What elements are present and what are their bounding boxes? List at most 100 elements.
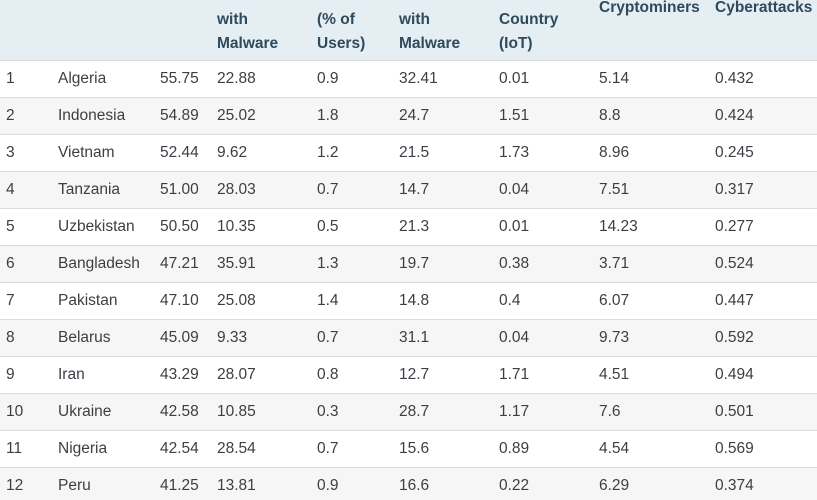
- col-8-cell: 5.14: [599, 60, 715, 98]
- col-7-cell: 1.71: [499, 356, 599, 394]
- header-line: (IoT): [499, 35, 533, 52]
- score-cell: 47.10: [160, 282, 217, 320]
- col-6-cell: 24.7: [399, 97, 499, 135]
- col-8-cell: 3.71: [599, 245, 715, 283]
- col-7-cell: 0.04: [499, 171, 599, 209]
- col-8-cell: 7.6: [599, 393, 715, 431]
- rank-cell: 12: [0, 467, 58, 500]
- country-cell: Algeria: [58, 60, 160, 98]
- col-9-cell: 0.447: [715, 282, 817, 320]
- col-9-cell: 0.374: [715, 467, 817, 500]
- col-4-cell: 28.07: [217, 356, 317, 394]
- col-9-cell: 0.317: [715, 171, 817, 209]
- table-row: 10 Ukraine 42.58 10.85 0.3 28.7 1.17 7.6 0.501: [0, 393, 817, 431]
- rank-cell: 8: [0, 319, 58, 357]
- col-9-cell: 0.277: [715, 208, 817, 246]
- col-6-cell: 21.5: [399, 134, 499, 172]
- col-8-cell: 6.07: [599, 282, 715, 320]
- table-row: 7 Pakistan 47.10 25.08 1.4 14.8 0.4 6.07 0.447: [0, 282, 817, 320]
- rank-cell: 9: [0, 356, 58, 394]
- score-cell: 54.89: [160, 97, 217, 135]
- score-cell: 55.75: [160, 60, 217, 98]
- col-5-cell: 0.9: [317, 467, 399, 500]
- table-row: 2 Indonesia 54.89 25.02 1.8 24.7 1.51 8.8 0.424: [0, 97, 817, 135]
- col-8-cell: 6.29: [599, 467, 715, 500]
- score-cell: 42.54: [160, 430, 217, 468]
- col-4-cell: 22.88: [217, 60, 317, 98]
- col-6-cell: 31.1: [399, 319, 499, 357]
- rank-cell: 3: [0, 134, 58, 172]
- col-4-cell: 28.03: [217, 171, 317, 209]
- score-cell: 50.50: [160, 208, 217, 246]
- table-row: 9 Iran 43.29 28.07 0.8 12.7 1.71 4.51 0.494: [0, 356, 817, 394]
- col-9-cell: 0.494: [715, 356, 817, 394]
- col-4-cell: 9.33: [217, 319, 317, 357]
- col-8-cell: 4.51: [599, 356, 715, 394]
- country-cell: Indonesia: [58, 97, 160, 135]
- table-row: 6 Bangladesh 47.21 35.91 1.3 19.7 0.38 3.71 0.52…: [0, 245, 817, 283]
- col-6-cell: 32.41: [399, 60, 499, 98]
- col-7-cell: 0.04: [499, 319, 599, 357]
- col-9-cell: 0.501: [715, 393, 817, 431]
- col-9-cell: 0.432: [715, 60, 817, 98]
- col-4-cell: 10.35: [217, 208, 317, 246]
- col-4-cell: 35.91: [217, 245, 317, 283]
- col-5-cell: 1.2: [317, 134, 399, 172]
- col-8-cell: 8.96: [599, 134, 715, 172]
- col-8-cell: 14.23: [599, 208, 715, 246]
- col-7-cell: 0.89: [499, 430, 599, 468]
- col-8-cell: 7.51: [599, 171, 715, 209]
- country-cell: Peru: [58, 467, 160, 500]
- header-line: with: [217, 11, 248, 28]
- col-5-cell: 0.9: [317, 60, 399, 98]
- header-line: Cryptominers: [599, 0, 700, 16]
- header-col-5: (% of Users): [317, 0, 399, 61]
- col-5-cell: 0.8: [317, 356, 399, 394]
- col-9-cell: 0.245: [715, 134, 817, 172]
- col-7-cell: 1.17: [499, 393, 599, 431]
- country-cell: Uzbekistan: [58, 208, 160, 246]
- score-cell: 52.44: [160, 134, 217, 172]
- col-7-cell: 0.4: [499, 282, 599, 320]
- col-7-cell: 0.01: [499, 60, 599, 98]
- col-5-cell: 0.7: [317, 319, 399, 357]
- header-col-4: with Malware: [217, 0, 317, 61]
- col-4-cell: 25.08: [217, 282, 317, 320]
- header-line: Malware: [217, 35, 279, 52]
- col-5-cell: 0.7: [317, 430, 399, 468]
- score-cell: 41.25: [160, 467, 217, 500]
- col-9-cell: 0.592: [715, 319, 817, 357]
- rank-cell: 2: [0, 97, 58, 135]
- col-4-cell: 9.62: [217, 134, 317, 172]
- col-5-cell: 1.8: [317, 97, 399, 135]
- col-4-cell: 25.02: [217, 97, 317, 135]
- header-col-6: with Malware: [399, 0, 499, 61]
- score-cell: 43.29: [160, 356, 217, 394]
- country-cell: Belarus: [58, 319, 160, 357]
- col-6-cell: 21.3: [399, 208, 499, 246]
- header-line: Country: [499, 11, 559, 28]
- score-cell: 47.21: [160, 245, 217, 283]
- rank-cell: 5: [0, 208, 58, 246]
- table-row: 5 Uzbekistan 50.50 10.35 0.5 21.3 0.01 14.23 0.2…: [0, 208, 817, 246]
- col-9-cell: 0.424: [715, 97, 817, 135]
- header-line: Users): [317, 35, 366, 52]
- score-cell: 42.58: [160, 393, 217, 431]
- table-row: 1 Algeria 55.75 22.88 0.9 32.41 0.01 5.14 0.432: [0, 60, 817, 98]
- col-6-cell: 16.6: [399, 467, 499, 500]
- col-6-cell: 12.7: [399, 356, 499, 394]
- col-8-cell: 4.54: [599, 430, 715, 468]
- col-6-cell: 15.6: [399, 430, 499, 468]
- table-body: 1 Algeria 55.75 22.88 0.9 32.41 0.01 5.14 0.432 2…: [0, 60, 817, 500]
- col-7-cell: 0.38: [499, 245, 599, 283]
- rank-cell: 11: [0, 430, 58, 468]
- table-row: 11 Nigeria 42.54 28.54 0.7 15.6 0.89 4.54 0.569: [0, 430, 817, 468]
- table-row: 12 Peru 41.25 13.81 0.9 16.6 0.22 6.29 0.374: [0, 467, 817, 500]
- header-rank: [0, 0, 58, 61]
- table-row: 4 Tanzania 51.00 28.03 0.7 14.7 0.04 7.51 0.317: [0, 171, 817, 209]
- col-7-cell: 0.22: [499, 467, 599, 500]
- rank-cell: 6: [0, 245, 58, 283]
- header-col-8: Cryptominers: [599, 0, 715, 61]
